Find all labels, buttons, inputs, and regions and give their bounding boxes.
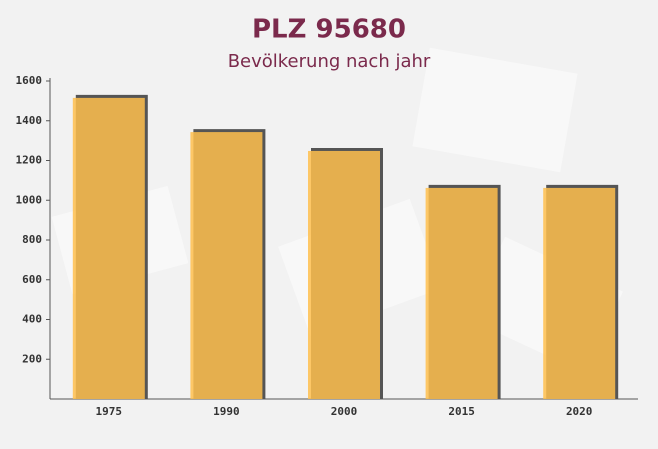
bar [543,187,616,399]
x-tick-label: 2015 [448,405,475,418]
bar [72,97,145,400]
y-tick-label: 1000 [16,193,43,206]
chart-title: PLZ 95680 [252,15,406,45]
y-tick-label: 800 [22,233,42,246]
y-tick-label: 600 [22,273,42,286]
x-tick-label: 1990 [213,405,240,418]
chart-subtitle: Bevölkerung nach jahr [228,51,431,72]
y-tick-label: 200 [22,352,42,365]
y-tick-label: 1400 [16,114,43,127]
x-tick-label: 2000 [331,405,358,418]
bar [190,132,263,400]
x-tick-label: 1975 [96,405,123,418]
bar [308,150,380,399]
y-tick-label: 1600 [16,74,43,87]
bar [425,187,498,399]
y-tick-label: 400 [22,313,42,326]
y-tick-label: 1200 [16,154,43,167]
x-tick-label: 2020 [566,405,593,418]
